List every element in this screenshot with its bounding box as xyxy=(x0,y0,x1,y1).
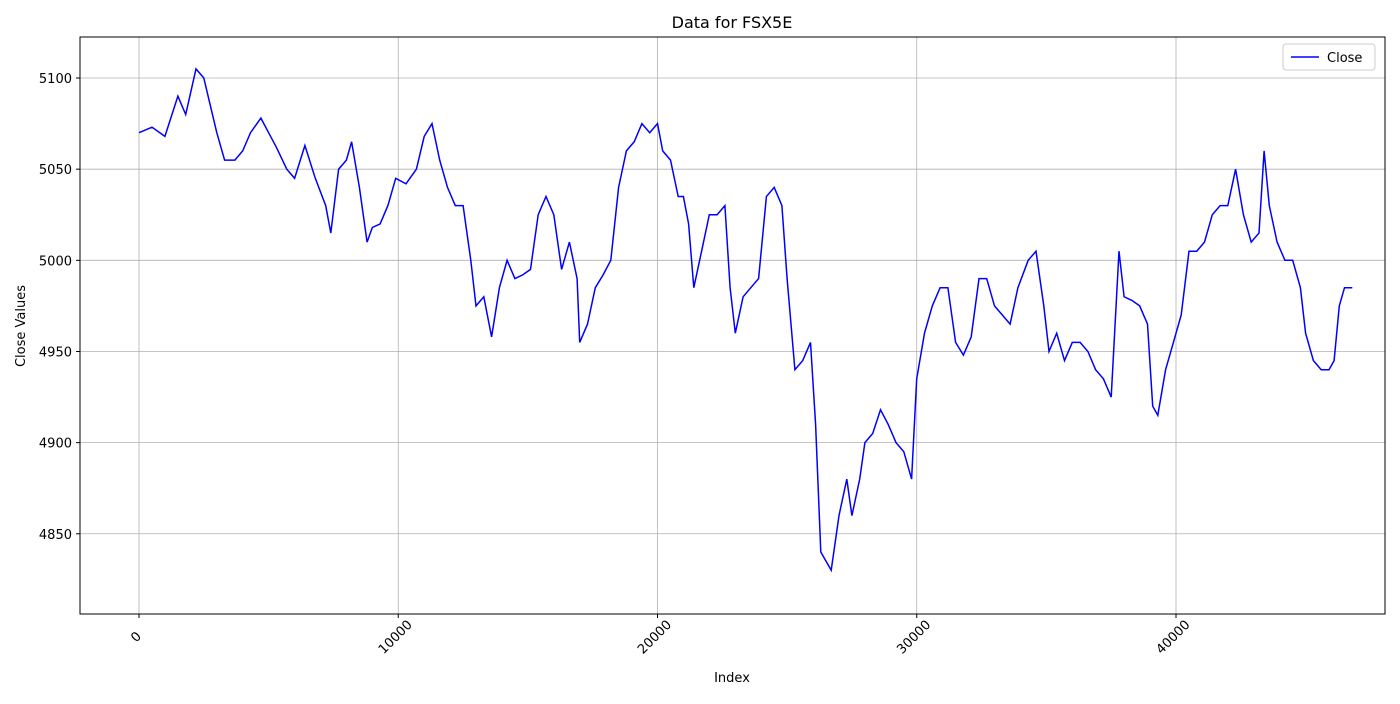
x-tick-label: 10000 xyxy=(376,618,416,658)
legend-label: Close xyxy=(1327,51,1362,66)
x-tick-label: 0 xyxy=(128,629,144,645)
chart-title: Data for FSX5E xyxy=(672,13,793,32)
y-tick-label: 5000 xyxy=(39,254,72,269)
y-axis-label: Close Values xyxy=(14,285,29,367)
x-tick-label: 40000 xyxy=(1154,618,1194,658)
line-series xyxy=(138,67,1353,573)
y-tick-label: 4850 xyxy=(39,528,72,543)
y-tick-label: 4950 xyxy=(39,345,72,360)
x-axis-label: Index xyxy=(714,671,750,686)
x-tick-label: 20000 xyxy=(635,618,675,658)
legend-box xyxy=(1282,43,1376,71)
plot-frame xyxy=(79,36,1386,615)
y-tick-label: 5050 xyxy=(39,163,72,178)
y-tick-label: 5100 xyxy=(39,72,72,87)
x-tick-label: 30000 xyxy=(894,618,934,658)
y-tick-label: 4900 xyxy=(39,437,72,452)
